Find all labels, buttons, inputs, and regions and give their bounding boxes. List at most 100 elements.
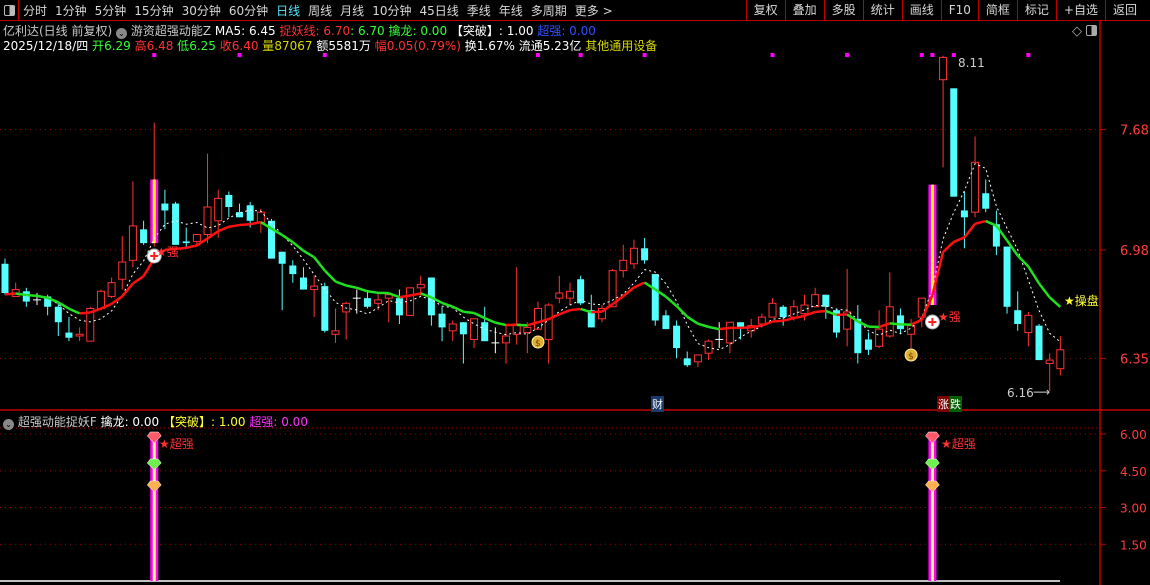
period-tab[interactable]: 10分钟: [372, 3, 412, 18]
period-tab[interactable]: 15分钟: [134, 3, 174, 18]
period-tab[interactable]: 季线: [466, 3, 491, 18]
cai-tag[interactable]: 财: [651, 396, 664, 412]
period-tab[interactable]: 更多 >: [574, 3, 613, 18]
candle-up: [374, 299, 383, 304]
panel-toggle-icon[interactable]: [1086, 25, 1097, 36]
toolbar-button[interactable]: 叠加: [784, 0, 824, 20]
candle-down: [54, 306, 62, 323]
candle-up: [757, 316, 766, 325]
close-label: 收: [219, 39, 232, 53]
toolbar-button[interactable]: F10: [940, 0, 978, 20]
zhuoyao-value: 捉妖线: 6.70: [279, 24, 351, 38]
chevron-down-icon[interactable]: ⌄: [3, 419, 14, 430]
sub-indicator-name[interactable]: 超强动能捉妖F: [17, 415, 97, 429]
top-signal-marker: [919, 53, 924, 57]
chaoqiang-value: 超强: 0.00: [537, 24, 596, 38]
top-signal-marker: [322, 53, 327, 57]
zhuoyao-line-segment: [697, 322, 709, 329]
quote-date: 2025/12/18/四: [3, 39, 89, 53]
industry-value[interactable]: 其他通用设备: [585, 39, 658, 53]
low-mark-label: 6.16: [1007, 386, 1034, 400]
amp-label: 幅: [374, 39, 387, 53]
zhuoyao-line-segment: [313, 256, 326, 272]
zhuoyao-line-segment: [452, 305, 464, 313]
zhuoyao-line-segment: [963, 223, 977, 239]
zhuoyao-line-segment: [1038, 282, 1051, 299]
top-signal-marker: [1026, 53, 1031, 57]
period-tab[interactable]: 45日线: [419, 3, 459, 18]
period-tab[interactable]: 日线: [276, 3, 301, 18]
layout-toggle-icon[interactable]: [0, 0, 19, 20]
gem-icon: [925, 480, 940, 493]
candle-down: [577, 279, 585, 304]
candle-up: [939, 56, 948, 81]
candle-down: [822, 294, 830, 307]
money-bag-icon: [904, 348, 918, 362]
diamond-icon[interactable]: ◇: [1072, 24, 1082, 39]
zhuoyao-line-segment: [57, 301, 70, 310]
candle-down: [662, 315, 670, 330]
zhuoyao-line-segment: [463, 310, 475, 315]
super-strong-label-2: ★超强: [941, 437, 976, 451]
arrow-right-icon: ⟶: [1033, 385, 1051, 399]
indicator-name[interactable]: 游资超强动能Z: [130, 24, 212, 38]
candle-down: [395, 298, 403, 316]
zhang-tag[interactable]: 涨: [937, 396, 950, 412]
zhuoyao-line-segment: [910, 318, 923, 326]
chevron-down-icon[interactable]: ⌄: [116, 28, 128, 39]
period-tab[interactable]: 月线: [340, 3, 365, 18]
period-tab[interactable]: 年线: [498, 3, 523, 18]
top-signal-marker: [578, 53, 583, 57]
zhuoyao-line-segment: [622, 286, 635, 298]
zhuoyao-line-segment: [995, 224, 1009, 242]
zhuoyao-line-segment: [132, 275, 145, 285]
plus-icon: [928, 318, 937, 326]
toolbar-button[interactable]: 复权: [745, 0, 785, 20]
zhuoyao-line-segment: [782, 316, 795, 322]
toolbar-button[interactable]: 多股: [823, 0, 863, 20]
zhuoyao-line-segment: [121, 282, 134, 298]
period-tab[interactable]: 60分钟: [228, 3, 269, 18]
zhuoyao-line-segment: [196, 237, 209, 247]
candle-down: [854, 318, 862, 354]
toolbar-buttons: 复权 叠加 多股 统计 画线 F10 简框 标记 +自选 返回: [745, 0, 1144, 20]
period-tab[interactable]: 周线: [308, 3, 333, 18]
candle-down: [161, 203, 169, 211]
candle-up: [565, 290, 574, 299]
toolbar-button[interactable]: 标记: [1016, 0, 1056, 20]
period-tab[interactable]: 30分钟: [181, 3, 221, 18]
candle-down: [236, 212, 244, 218]
period-tab[interactable]: 分时: [23, 3, 48, 18]
sub-bar-core: [930, 434, 934, 581]
toolbar-button[interactable]: 返回: [1104, 0, 1144, 20]
candle-up: [768, 302, 777, 318]
candle-down: [321, 286, 329, 331]
toolbar-button[interactable]: 统计: [862, 0, 902, 20]
period-tabs: 分时 1分钟 5分钟 15分钟 30分钟 60分钟 日线 周线 月线 10分钟 45日线 季线 年线 多周…: [0, 0, 617, 20]
top-signal-marker: [930, 53, 935, 57]
period-tab[interactable]: 5分钟: [94, 3, 127, 18]
candle-up: [384, 294, 393, 299]
zhuoyao-line-segment: [228, 223, 240, 229]
zhuoyao-line-segment: [804, 310, 816, 317]
zhuoyao-line-segment: [708, 325, 720, 331]
y-tick-label: 6.35: [1120, 352, 1149, 367]
candle-down: [299, 277, 307, 290]
sub-y-tick-label: 4.50: [1120, 465, 1147, 479]
zhuoyao-line-segment: [335, 280, 347, 287]
candle-down: [1, 263, 9, 293]
toolbar-button[interactable]: +自选: [1055, 0, 1105, 20]
quote-line: 2025/12/18/四 开6.29 高6.48 低6.25 收6.40 量87…: [3, 37, 657, 54]
toolbar-button[interactable]: 画线: [901, 0, 941, 20]
period-tab[interactable]: 1分钟: [55, 3, 87, 18]
top-signal-marker: [152, 53, 157, 57]
sub-chaoqiang: 超强: 0.00: [249, 415, 308, 429]
toolbar-button[interactable]: 简框: [977, 0, 1017, 20]
zhuoyao-line-segment: [4, 292, 16, 296]
period-tab[interactable]: 多周期: [530, 3, 567, 18]
die-tag[interactable]: 跌: [949, 396, 962, 412]
candle-down: [278, 251, 286, 264]
top-signal-marker: [642, 53, 647, 57]
candle-down: [651, 274, 659, 321]
